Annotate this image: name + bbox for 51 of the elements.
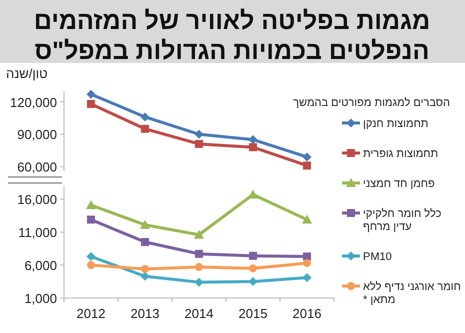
annotation: הסברים למגמות מפורטים בהמשך bbox=[293, 97, 450, 109]
x-tick-label: 2014 bbox=[184, 306, 214, 321]
point bbox=[87, 100, 95, 108]
point bbox=[303, 162, 311, 170]
point bbox=[302, 273, 312, 282]
point bbox=[303, 259, 311, 268]
y-tick-label: 1,000 bbox=[24, 291, 57, 306]
point bbox=[86, 90, 96, 99]
point bbox=[86, 252, 96, 261]
point bbox=[302, 214, 312, 224]
point bbox=[249, 143, 257, 152]
point bbox=[248, 277, 258, 286]
point bbox=[140, 112, 150, 122]
point bbox=[194, 278, 204, 287]
point bbox=[195, 250, 203, 258]
legend-label: תחמוצות חנקן bbox=[363, 118, 428, 130]
point bbox=[195, 263, 203, 272]
y-axis-title: טון/שנה bbox=[6, 66, 48, 81]
point bbox=[249, 252, 257, 260]
y-tick-label: 60,000 bbox=[17, 160, 57, 175]
y-tick-label: 90,000 bbox=[17, 127, 57, 142]
chart-title: מגמות בפליטה לאוויר של המזהמים הנפלטים בכמויות הגדולות במפל"ס bbox=[34, 7, 430, 65]
point bbox=[86, 200, 96, 210]
point bbox=[141, 124, 149, 133]
point bbox=[249, 264, 257, 272]
point bbox=[302, 152, 312, 162]
point bbox=[87, 216, 95, 224]
x-tick-label: 2016 bbox=[292, 306, 322, 321]
point bbox=[248, 190, 258, 199]
point bbox=[248, 135, 258, 144]
legend-label: כלל חומר חלקיקי עדין מרחף bbox=[363, 208, 442, 233]
point bbox=[303, 252, 311, 260]
y-tick-label: 11,000 bbox=[18, 225, 57, 240]
legend-label: תחמוצות גופרית bbox=[363, 148, 438, 160]
point bbox=[87, 261, 95, 270]
point bbox=[194, 130, 204, 139]
y-tick-label: 120,000 bbox=[10, 94, 57, 110]
x-tick-label: 2013 bbox=[130, 306, 160, 321]
y-tick-label: 16,000 bbox=[17, 192, 57, 208]
legend-label: PM10 bbox=[363, 251, 392, 263]
legend-label: פחמן חד חמצני bbox=[363, 178, 436, 190]
x-tick-label: 2015 bbox=[238, 306, 268, 321]
point bbox=[141, 265, 149, 274]
point bbox=[141, 238, 149, 246]
point bbox=[140, 220, 150, 229]
y-tick-label: 6,000 bbox=[24, 258, 57, 274]
point bbox=[194, 230, 204, 239]
legend-label: חומר אורגני נדיף ללא מתאן * bbox=[363, 281, 461, 306]
x-tick-label: 2012 bbox=[76, 306, 106, 321]
point bbox=[140, 272, 150, 281]
point bbox=[195, 140, 203, 148]
